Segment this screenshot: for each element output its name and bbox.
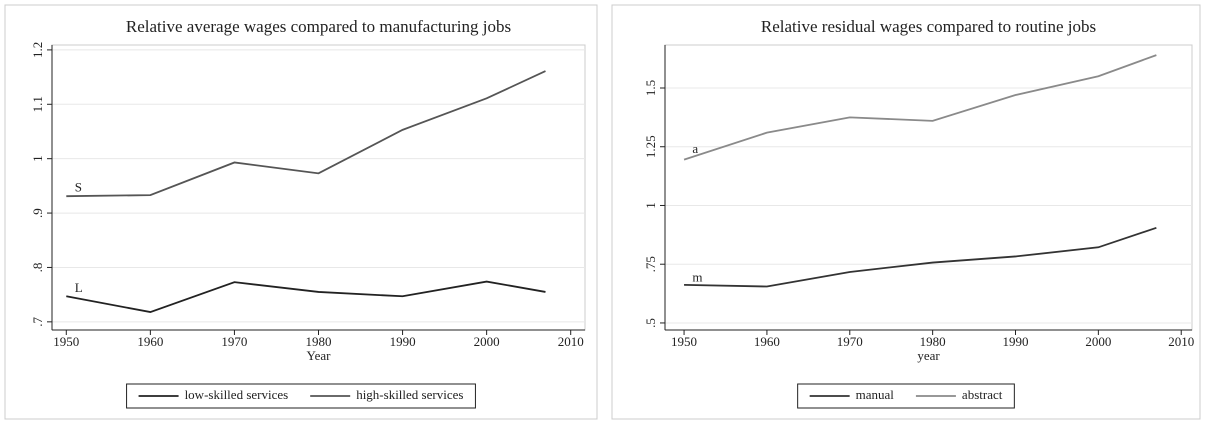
x-axis-label: year xyxy=(917,348,940,363)
x-tick-label: 1970 xyxy=(221,334,247,349)
y-tick-label: .5 xyxy=(643,318,658,328)
y-tick-label: 1.25 xyxy=(643,135,658,158)
panel: Relative residual wages compared to rout… xyxy=(611,4,1201,420)
y-tick-label: 1.1 xyxy=(30,96,45,112)
series-line xyxy=(684,226,1157,288)
legend-item: high-skilled services xyxy=(310,387,463,402)
legend-label: high-skilled services xyxy=(356,387,463,402)
legend-item: low-skilled services xyxy=(138,387,289,402)
y-tick-label: .7 xyxy=(30,316,45,326)
legend: manual abstract xyxy=(797,383,1015,409)
series-line xyxy=(683,54,1157,161)
x-tick-label: 1950 xyxy=(53,334,79,349)
x-tick-label: 1990 xyxy=(390,334,416,349)
legend-item: manual xyxy=(809,387,895,402)
annotation: a xyxy=(692,141,698,156)
panel-border xyxy=(611,4,1201,420)
chart-title: Relative residual wages compared to rout… xyxy=(761,17,1096,36)
y-tick-label: .8 xyxy=(30,263,45,273)
legend-label: abstract xyxy=(962,387,1003,402)
x-tick-label: 1980 xyxy=(920,334,946,349)
x-tick-label: 1960 xyxy=(137,334,163,349)
x-tick-label: 2000 xyxy=(474,334,500,349)
legend-label: manual xyxy=(856,387,895,402)
x-tick-label: 1990 xyxy=(1003,334,1029,349)
y-tick-label: 1.2 xyxy=(30,42,45,58)
series-line xyxy=(66,280,546,313)
annotation: m xyxy=(692,269,702,284)
y-tick-label: .9 xyxy=(30,208,45,218)
annotation: S xyxy=(75,180,82,195)
series-line xyxy=(66,70,546,198)
legend-box xyxy=(126,383,476,409)
x-tick-label: 1960 xyxy=(754,334,780,349)
x-tick-label: 2010 xyxy=(1168,334,1194,349)
legend-label: low-skilled services xyxy=(185,387,289,402)
x-tick-label: 2000 xyxy=(1085,334,1111,349)
chart-title: Relative average wages compared to manuf… xyxy=(126,17,511,36)
x-tick-label: 2010 xyxy=(558,334,584,349)
x-tick-label: 1950 xyxy=(671,334,697,349)
y-tick-label: 1 xyxy=(643,202,658,209)
panel: Relative average wages compared to manuf… xyxy=(4,4,598,420)
y-tick-label: 1 xyxy=(30,155,45,162)
legend-item: abstract xyxy=(915,387,1003,402)
legend: low-skilled services high-skilled service… xyxy=(126,383,476,409)
x-axis-label: Year xyxy=(307,348,332,363)
panel-border xyxy=(4,4,598,420)
y-tick-label: 1.5 xyxy=(643,80,658,96)
x-tick-label: 1970 xyxy=(837,334,863,349)
y-tick-label: .75 xyxy=(643,256,658,272)
x-tick-label: 1980 xyxy=(306,334,332,349)
annotation: L xyxy=(75,280,83,295)
